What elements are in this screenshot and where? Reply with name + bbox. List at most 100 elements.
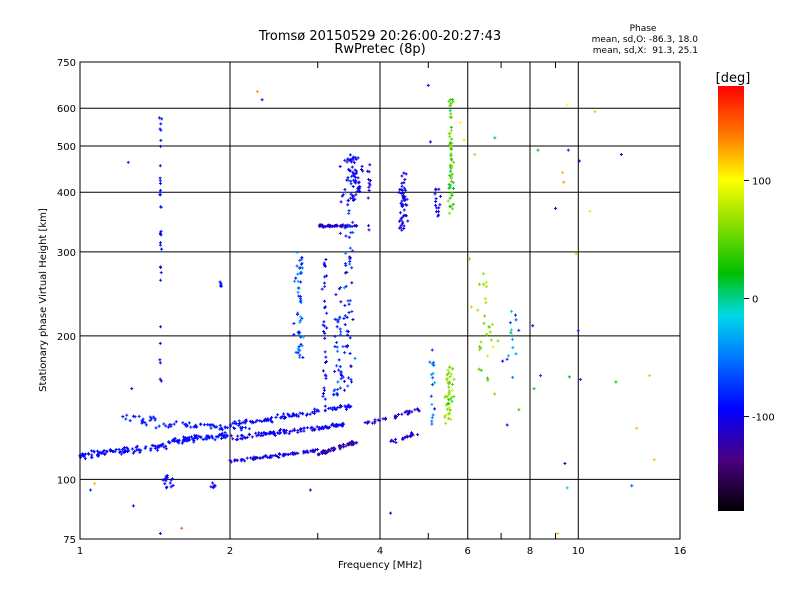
data-point (258, 419, 262, 423)
data-point (236, 434, 240, 438)
data-point (248, 419, 252, 423)
data-point (292, 321, 296, 325)
data-point (476, 308, 480, 312)
data-point (449, 144, 453, 148)
data-point (239, 433, 243, 437)
data-point (275, 454, 279, 458)
data-point (308, 488, 312, 492)
data-point (339, 286, 343, 290)
data-point (125, 413, 129, 417)
data-point (449, 103, 453, 107)
data-point (330, 224, 334, 228)
data-point (223, 436, 227, 440)
data-point (493, 392, 497, 396)
data-point (325, 425, 329, 429)
data-point (397, 190, 401, 194)
data-point (342, 388, 346, 392)
data-point (220, 428, 224, 432)
data-point (348, 153, 352, 157)
data-point (449, 152, 453, 156)
data-point (330, 446, 334, 450)
data-point (298, 355, 302, 359)
data-point (336, 393, 340, 397)
data-point (333, 317, 337, 321)
data-point (433, 192, 437, 196)
data-point (209, 426, 213, 430)
data-point (478, 345, 482, 349)
data-point (449, 125, 453, 129)
data-point (399, 201, 403, 205)
data-point (291, 452, 295, 456)
data-point (160, 247, 164, 251)
data-point (347, 376, 351, 380)
data-point (416, 407, 420, 411)
data-point (487, 325, 491, 329)
data-point (449, 147, 453, 151)
data-point (351, 220, 355, 224)
data-point (255, 434, 259, 438)
data-point (229, 460, 233, 464)
data-point (358, 185, 362, 189)
data-point (351, 318, 355, 322)
x-tick-label: 16 (674, 546, 687, 557)
data-point (348, 299, 352, 303)
data-point (403, 436, 407, 440)
data-point (250, 435, 254, 439)
data-point (135, 444, 139, 448)
data-point (159, 278, 163, 282)
data-point (320, 287, 324, 291)
data-point (514, 318, 518, 322)
data-point (366, 420, 370, 424)
data-point (437, 213, 441, 217)
data-point (286, 412, 290, 416)
data-point (325, 326, 329, 330)
data-point (405, 197, 409, 201)
data-point (479, 368, 483, 372)
data-point (479, 340, 483, 344)
data-point (181, 421, 185, 425)
data-point (447, 385, 451, 389)
data-point (186, 438, 190, 442)
data-point (563, 461, 567, 465)
data-point (313, 407, 317, 411)
data-point (159, 379, 163, 383)
data-point (180, 526, 184, 530)
y-tick-label: 300 (57, 248, 76, 259)
data-point (532, 387, 536, 391)
data-point (342, 286, 346, 290)
data-point (322, 261, 326, 265)
data-point (449, 157, 453, 161)
data-point (219, 436, 223, 440)
data-point (297, 344, 301, 348)
data-point (358, 189, 362, 193)
data-point (433, 407, 437, 411)
data-point (334, 293, 338, 297)
data-point (151, 415, 155, 419)
data-point (347, 302, 351, 306)
data-point (86, 452, 90, 456)
data-point (341, 442, 345, 446)
data-point (310, 410, 314, 414)
data-point (155, 446, 159, 450)
data-point (158, 265, 162, 269)
data-point (449, 166, 453, 170)
data-point (237, 419, 241, 423)
data-point (299, 335, 303, 339)
data-point (323, 350, 327, 354)
data-point (207, 435, 211, 439)
data-point (416, 433, 420, 437)
data-point (272, 431, 276, 435)
data-point (323, 285, 327, 289)
data-point (482, 283, 486, 287)
data-point (81, 453, 85, 457)
data-point (346, 384, 350, 388)
data-point (292, 413, 296, 417)
data-point (239, 459, 243, 463)
data-point (209, 485, 213, 489)
data-point (298, 411, 302, 415)
data-point (510, 334, 514, 338)
data-point (169, 485, 173, 489)
data-point (496, 339, 500, 343)
y-tick-label: 500 (57, 142, 76, 153)
data-point (338, 404, 342, 408)
